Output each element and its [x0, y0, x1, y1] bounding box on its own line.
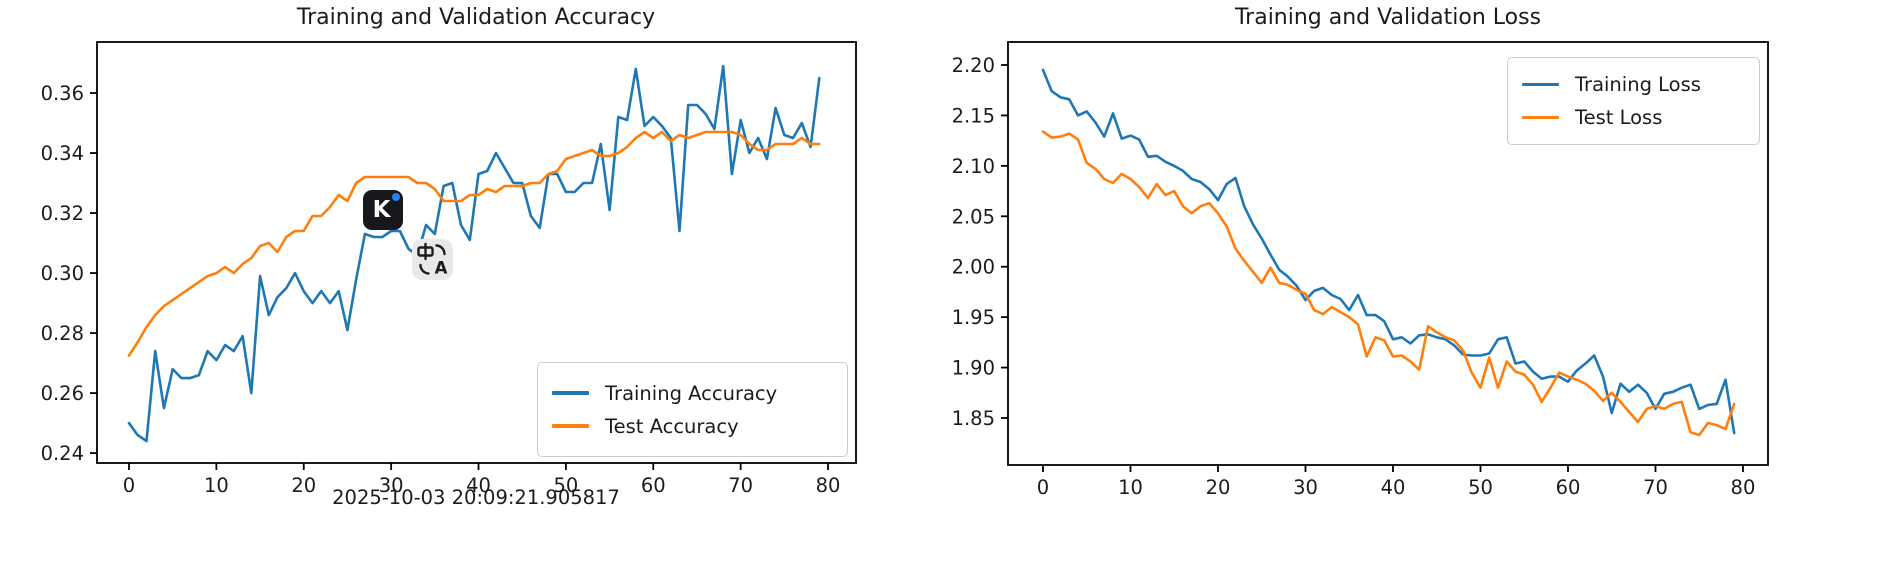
x-tick-label: 40: [1381, 476, 1406, 499]
x-tick-label: 10: [1118, 476, 1143, 499]
y-tick-label: 1.90: [952, 357, 995, 380]
x-tick-label: 70: [728, 474, 753, 497]
kagi-notification-dot: [392, 193, 400, 201]
y-tick-label: 0.30: [41, 262, 84, 285]
loss-legend: Training Loss Test Loss: [1507, 57, 1760, 145]
y-tick-label: 0.24: [41, 442, 84, 465]
y-tick-label: 0.28: [41, 322, 84, 345]
y-tick-label: 0.32: [41, 202, 84, 225]
y-tick-label: 1.85: [952, 407, 995, 430]
training-accuracy-legend-label: Training Accuracy: [605, 381, 778, 405]
test-accuracy-line: [127, 130, 821, 357]
y-tick-label: 2.10: [952, 155, 995, 178]
kagi-extension-icon[interactable]: K: [363, 190, 403, 230]
training-accuracy-line: [127, 64, 821, 443]
translate-extension-icon[interactable]: A: [412, 239, 453, 280]
test-loss-line: [1041, 130, 1736, 437]
legend-row-test-accuracy: Test Accuracy: [552, 415, 833, 438]
x-tick-label: 10: [204, 474, 229, 497]
x-tick-label: 70: [1643, 476, 1668, 499]
legend-row-training-accuracy: Training Accuracy: [552, 382, 833, 405]
x-tick-label: 40: [466, 474, 491, 497]
x-tick-label: 80: [816, 474, 841, 497]
x-tick-label: 30: [1293, 476, 1318, 499]
y-tick-label: 2.05: [952, 205, 995, 228]
test-accuracy-legend-label: Test Accuracy: [605, 414, 739, 438]
chart-0: 0 10 20 30 40 50 60 70 80 0.24 0.26 0.28 0.30 0.32 0.3…: [41, 41, 857, 497]
y-tick-label: 0.36: [41, 82, 84, 105]
training-loss-line-sample: [1522, 82, 1559, 87]
translate-glyph-icon: A: [417, 242, 448, 278]
svg-text:A: A: [435, 259, 448, 278]
x-tick-label: 30: [379, 474, 404, 497]
x-tick-label: 60: [641, 474, 666, 497]
training-accuracy-line-sample: [552, 391, 589, 395]
x-tick-label: 20: [291, 474, 316, 497]
accuracy-xlabel-timestamp: 2025-10-03 20:09:21.905817: [332, 486, 620, 509]
kagi-letter: K: [372, 196, 391, 223]
accuracy-chart-title: Training and Validation Accuracy: [296, 5, 656, 30]
test-accuracy-line-sample: [552, 424, 589, 428]
x-tick-label: 50: [553, 474, 578, 497]
test-loss-legend-label: Test Loss: [1575, 106, 1663, 129]
x-tick-label: 80: [1731, 476, 1756, 499]
training-loss-line: [1041, 68, 1736, 435]
accuracy-legend: Training Accuracy Test Accuracy: [537, 362, 848, 457]
x-tick-label: 20: [1206, 476, 1231, 499]
axes-spines: [1007, 41, 1769, 466]
y-tick-label: 1.95: [952, 306, 995, 329]
test-loss-line-sample: [1522, 115, 1559, 120]
training-loss-legend-label: Training Loss: [1575, 73, 1701, 96]
x-tick-label: 0: [123, 474, 135, 497]
x-tick-label: 50: [1468, 476, 1493, 499]
chart-1: 0 10 20 30 40 50 60 70 80 1.85 1.90 1.95 2.00 2.05 2.1…: [952, 41, 1769, 499]
y-tick-label: 2.20: [952, 54, 995, 77]
x-tick-label: 60: [1556, 476, 1581, 499]
axes-spines: [96, 41, 857, 464]
legend-row-test-loss: Test Loss: [1522, 106, 1745, 129]
x-tick-label: 0: [1037, 476, 1049, 499]
y-tick-label: 2.00: [952, 256, 995, 279]
y-tick-label: 0.34: [41, 142, 84, 165]
legend-row-training-loss: Training Loss: [1522, 73, 1745, 96]
loss-chart-title: Training and Validation Loss: [1234, 5, 1542, 30]
y-tick-label: 0.26: [41, 382, 84, 405]
y-tick-label: 2.15: [952, 104, 995, 127]
